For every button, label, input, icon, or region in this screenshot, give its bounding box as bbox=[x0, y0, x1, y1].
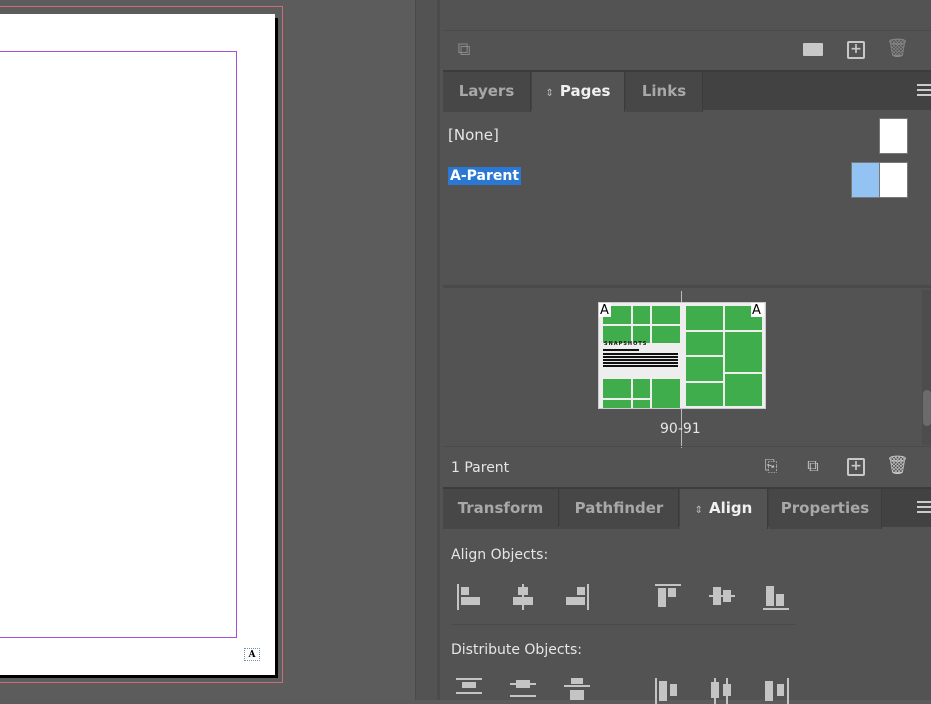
divider bbox=[443, 30, 931, 31]
document-page[interactable] bbox=[0, 14, 275, 675]
tab-align[interactable]: ⇕ Align bbox=[680, 489, 768, 529]
tab-label: Links bbox=[641, 82, 687, 100]
left-page-prefix: A bbox=[600, 303, 609, 318]
parent-none-thumbnail[interactable] bbox=[879, 118, 908, 154]
spread-thumbnail-art bbox=[599, 303, 764, 417]
distribute-top-edges-icon[interactable] bbox=[456, 678, 482, 704]
parent-none[interactable]: [None] bbox=[448, 126, 499, 144]
updown-icon: ⇕ bbox=[694, 505, 704, 516]
tab-links[interactable]: Links bbox=[626, 72, 703, 112]
panel-divider[interactable] bbox=[437, 0, 440, 700]
right-page-prefix: A bbox=[752, 303, 761, 318]
parent-a-right-thumbnail[interactable] bbox=[879, 162, 908, 198]
folder-icon[interactable] bbox=[803, 43, 823, 56]
scrollbar-track[interactable] bbox=[922, 290, 931, 445]
parent-count-status: 1 Parent bbox=[451, 460, 510, 476]
pages-divider[interactable] bbox=[443, 285, 931, 288]
edit-page-size-icon[interactable]: ⎘ bbox=[764, 456, 778, 475]
new-page-icon[interactable]: + bbox=[847, 458, 865, 476]
parent-a[interactable]: A-Parent bbox=[448, 167, 522, 185]
tab-properties[interactable]: Properties bbox=[769, 489, 882, 529]
trash-icon[interactable]: 🗑 bbox=[886, 38, 909, 59]
margin-guide bbox=[0, 51, 237, 638]
panel-menu-icon[interactable] bbox=[917, 84, 931, 96]
align-bottom-edges-icon[interactable] bbox=[763, 584, 789, 610]
align-objects-label: Align Objects: bbox=[451, 547, 549, 563]
align-tab-bar: Transform Pathfinder ⇕ Align Properties bbox=[443, 487, 931, 529]
distribute-right-edges-icon[interactable] bbox=[763, 678, 789, 704]
tab-layers[interactable]: Layers bbox=[443, 72, 531, 112]
align-right-edges-icon[interactable] bbox=[564, 584, 590, 610]
tab-label: Properties bbox=[780, 499, 870, 517]
tab-label: Pages bbox=[559, 82, 611, 100]
tab-pathfinder[interactable]: Pathfinder bbox=[560, 489, 679, 529]
panel-dock: ⧉ + 🗑 Layers ⇕ Pages Links [None] A-Paren… bbox=[443, 0, 931, 704]
bleed-guide bbox=[0, 6, 283, 683]
tab-label: Pathfinder bbox=[574, 499, 664, 517]
spread-thumbnail[interactable]: A A SNAPSHOTS bbox=[598, 302, 766, 417]
distribute-horizontal-centers-icon[interactable] bbox=[709, 678, 735, 704]
panel-menu-icon[interactable] bbox=[917, 501, 931, 513]
scrollbar-thumb[interactable] bbox=[923, 390, 931, 426]
updown-icon: ⇕ bbox=[545, 88, 554, 99]
thumbnail-heading: SNAPSHOTS bbox=[604, 341, 648, 347]
align-horizontal-centers-icon[interactable] bbox=[510, 584, 536, 610]
tab-pages[interactable]: ⇕ Pages bbox=[532, 72, 625, 112]
spread-label[interactable]: 90-91 bbox=[660, 421, 701, 437]
parent-a-left-thumbnail[interactable] bbox=[851, 162, 880, 198]
distribute-left-edges-icon[interactable] bbox=[655, 678, 681, 704]
divider bbox=[451, 624, 796, 625]
document-canvas[interactable]: A bbox=[0, 0, 415, 700]
tab-label: Align bbox=[709, 499, 753, 517]
delete-page-icon[interactable]: 🗑 bbox=[886, 455, 909, 476]
align-vertical-centers-icon[interactable] bbox=[709, 584, 735, 610]
align-top-edges-icon[interactable] bbox=[655, 584, 681, 610]
align-left-edges-icon[interactable] bbox=[456, 584, 482, 610]
pages-tab-bar: Layers ⇕ Pages Links bbox=[443, 70, 931, 112]
tab-label: Transform bbox=[457, 499, 544, 517]
tab-label: Layers bbox=[458, 82, 515, 100]
divider bbox=[443, 446, 931, 447]
place-content-icon[interactable]: ⧉ bbox=[457, 39, 471, 60]
distribute-bottom-edges-icon[interactable] bbox=[564, 678, 590, 704]
tab-transform[interactable]: Transform bbox=[443, 489, 559, 529]
new-page-options-icon[interactable]: ⧉ bbox=[807, 456, 819, 475]
distribute-vertical-centers-icon[interactable] bbox=[510, 678, 536, 704]
page-number-marker[interactable]: A bbox=[244, 648, 260, 661]
new-item-icon[interactable]: + bbox=[847, 41, 865, 59]
distribute-objects-label: Distribute Objects: bbox=[451, 642, 583, 658]
